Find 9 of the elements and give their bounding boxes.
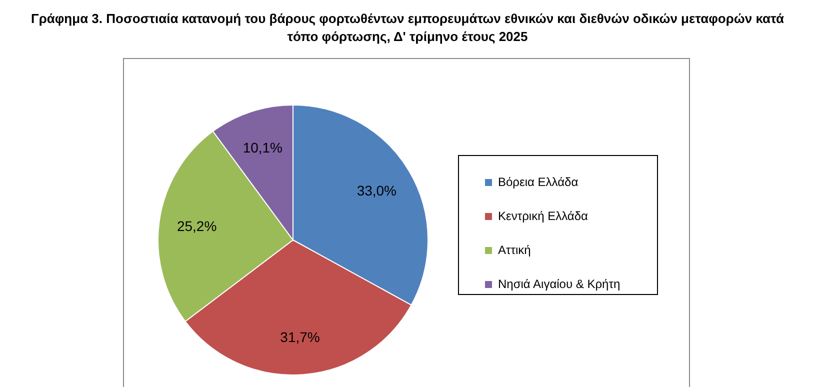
chart-title: Γράφημα 3. Ποσοστιαία κατανομή του βάρους φορτωθέντων εμπορευμάτων εθνικών και διεθνών οδικών μεταφορών κατά τόπο φόρτωσης, Δ' τρίμηνο έτους 2025 xyxy=(30,10,785,46)
data-label: 10,1% xyxy=(242,140,283,156)
legend-label: Αττική xyxy=(498,243,531,257)
data-label: 25,2% xyxy=(176,218,217,234)
legend-label: Νησιά Αιγαίου & Κρήτη xyxy=(498,277,620,291)
data-label: 33,0% xyxy=(356,182,397,199)
legend-label: Βόρεια Ελλάδα xyxy=(498,175,578,189)
data-label: 31,7% xyxy=(280,328,320,345)
legend-label: Κεντρική Ελλάδα xyxy=(498,209,588,223)
